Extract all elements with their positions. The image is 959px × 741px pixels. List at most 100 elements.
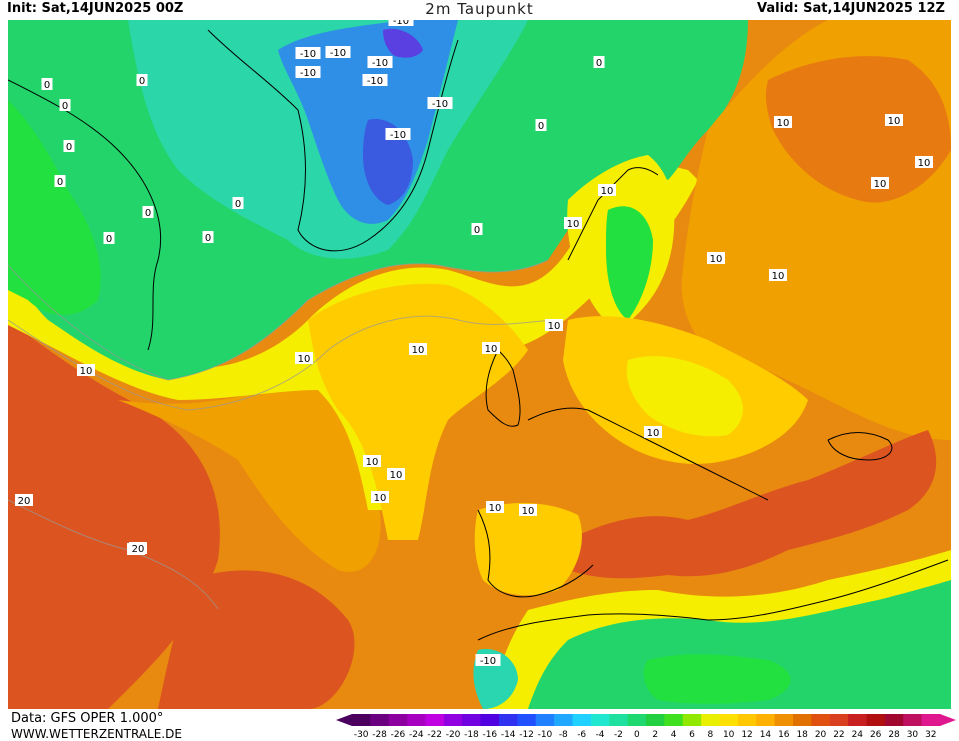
contour-label: 10	[489, 503, 502, 514]
contour-ten	[8, 315, 564, 411]
contour-label-bg	[707, 252, 725, 264]
legend-swatch	[829, 714, 849, 726]
contour-label: 10	[772, 271, 785, 282]
contour-label: 0	[145, 208, 151, 219]
legend-tick-label: 20	[815, 730, 827, 739]
contour-label-bg	[54, 175, 66, 187]
legend-tick-label: 22	[833, 730, 844, 739]
legend-swatch	[352, 714, 371, 726]
legend-swatch	[701, 714, 720, 726]
contour-label-bg	[535, 119, 547, 131]
legend-tick-label: 10	[723, 730, 735, 739]
contour-label-bg	[232, 197, 244, 209]
website-label: WWW.WETTERZENTRALE.DE	[11, 727, 182, 741]
contour-label-bg	[325, 46, 351, 58]
legend-tick-label: 4	[671, 730, 677, 739]
legend-swatch	[535, 714, 555, 726]
warm-zone-atlantic	[8, 320, 220, 709]
legend-swatch	[664, 714, 684, 726]
contour-label: -10	[300, 49, 316, 60]
legend-tick-label: -14	[501, 730, 516, 739]
iberia-gold	[474, 503, 582, 596]
contour-label: 10	[412, 345, 425, 356]
contour-label-bg	[371, 491, 389, 503]
central-europe-yellow	[626, 356, 743, 437]
legend-swatch	[756, 714, 776, 726]
legend-tick-label: -2	[614, 730, 623, 739]
legend-swatch	[480, 714, 500, 726]
legend-tick-label: 8	[707, 730, 713, 739]
header-bar: Init: Sat,14JUN2025 00Z 2m Taupunkt Vali…	[0, 0, 959, 20]
contour-label-bg	[41, 78, 53, 90]
contour-label-bg	[387, 468, 405, 480]
contour-label-bg	[295, 47, 321, 59]
contour-label-bg	[362, 74, 388, 86]
contour-label-bg	[367, 56, 393, 68]
contour-label: -10	[432, 99, 448, 110]
north-africa-green	[528, 580, 951, 709]
iberia-coast	[477, 509, 594, 598]
legend-tick-label: 30	[907, 730, 919, 739]
contour-label-bg	[769, 269, 787, 281]
map-title: 2m Taupunkt	[425, 0, 534, 18]
contour-label: 10	[548, 321, 561, 332]
legend-tick-label: -16	[482, 730, 497, 739]
contour-label: 20	[132, 544, 145, 555]
contour-label: 10	[647, 428, 660, 439]
legend-swatch	[774, 714, 794, 726]
contour-label: 10	[485, 344, 498, 355]
legend-tick-label: 18	[796, 730, 808, 739]
uk-coast	[485, 349, 521, 427]
legend-swatch	[682, 714, 702, 726]
contour-label: 10	[374, 493, 387, 504]
legend-swatch	[719, 714, 739, 726]
coastlines	[8, 29, 949, 641]
contour-label: 10	[601, 186, 614, 197]
legend-swatch	[370, 714, 390, 726]
contour-label-bg	[564, 217, 582, 229]
contour-label: 10	[522, 506, 535, 517]
contour-label-bg	[363, 455, 381, 467]
contour-label: 10	[888, 116, 901, 127]
legend-tick-label: 6	[689, 730, 695, 739]
legend-tick-label: -6	[577, 730, 586, 739]
contour-label: -10	[330, 48, 346, 59]
legend-max-arrow	[940, 714, 956, 726]
legend-swatch	[627, 714, 647, 726]
contour-label-bg	[15, 494, 33, 506]
warm-zone-atlantic-south	[158, 570, 355, 709]
contour-label-bg	[77, 364, 95, 376]
legend-swatch	[407, 714, 426, 726]
gold-band-atlantic	[308, 283, 528, 540]
legend-swatch	[848, 714, 867, 726]
legend-tick-label: 14	[760, 730, 772, 739]
legend-tick-label: 2	[652, 730, 658, 739]
contour-label-bg	[519, 504, 537, 516]
contour-label: 10	[710, 254, 723, 265]
contour-label-bg	[871, 177, 889, 189]
legend-swatch	[793, 714, 812, 726]
contour-label: 10	[298, 354, 311, 365]
greenland-northern-cold-zone	[383, 28, 423, 58]
legend-tick-label: -20	[446, 730, 461, 739]
legend-min-arrow	[336, 714, 352, 726]
contour-label: 10	[777, 118, 790, 129]
legend-swatch	[499, 714, 518, 726]
legend-tick-label: 32	[925, 730, 936, 739]
legend-tick-label: -12	[519, 730, 534, 739]
contour-label: -10	[300, 68, 316, 79]
contour-label-bg	[644, 426, 662, 438]
legend-tick-label: -18	[464, 730, 479, 739]
dewpoint-map: 0 0 0 0 0 0 0 0 0 0 0 0 -10 -10 -10 -10 -10 -10 -10 -10 -10 1…	[8, 20, 951, 709]
data-source-label: Data: GFS OPER 1.000°	[11, 711, 164, 726]
contour-label: 20	[18, 496, 31, 507]
contour-label: 10	[390, 470, 403, 481]
contour-labels: 0 0 0 0 0 0 0 0 0 0 0 0 -10 -10 -10 -10 -10 -10 -10 -10 -10 1…	[15, 20, 933, 667]
contour-label: 0	[235, 199, 241, 210]
contour-label-bg	[295, 352, 313, 364]
contour-zero	[8, 259, 549, 381]
contour-label-bg	[427, 97, 453, 109]
contour-label-bg	[59, 99, 71, 111]
legend-tick-label: -26	[391, 730, 406, 739]
legend-tick-label: -22	[427, 730, 442, 739]
